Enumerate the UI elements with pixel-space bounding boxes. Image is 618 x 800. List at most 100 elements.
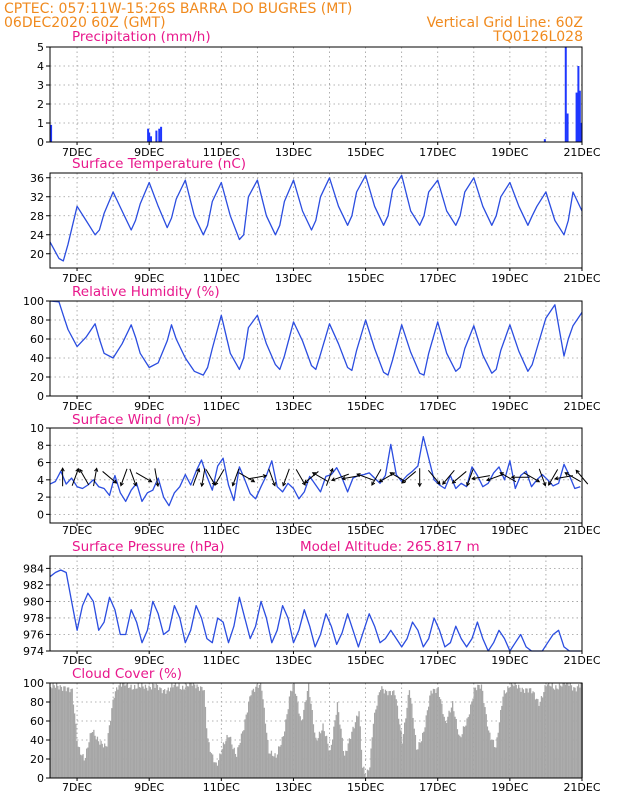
cloud-column (117, 689, 119, 778)
cloud-column (416, 749, 418, 778)
cloud-column (549, 685, 551, 778)
y-tick-label: 20 (30, 248, 44, 261)
cloud-column (248, 702, 250, 778)
cloud-column (135, 688, 137, 778)
x-tick-label: 15DEC (347, 654, 384, 667)
y-tick-label: 976 (23, 628, 44, 641)
cloud-column (51, 688, 53, 778)
cloud-column (468, 714, 471, 778)
cloud-column (209, 751, 211, 778)
x-tick-label: 17DEC (419, 272, 456, 285)
precip-bar (155, 130, 158, 142)
cloud-column (533, 692, 535, 778)
wind-arrow (312, 472, 329, 483)
x-tick-label: 13DEC (275, 654, 312, 667)
y-tick-label: 40 (30, 352, 44, 365)
header-station: CPTEC: 057:11W-15:26S BARRA DO BUGRES (M… (4, 1, 352, 17)
panel-title: Surface Wind (m/s) (72, 412, 201, 428)
cloud-column (393, 690, 395, 778)
cloud-column (576, 686, 579, 778)
cloud-column (428, 706, 430, 778)
cloud-column (131, 689, 133, 778)
wind-arrow-head (510, 475, 515, 480)
panel-3: 0 20 40 60 80 100 7DEC 9DEC 11DEC 13DEC 15DEC 17DEC… (23, 284, 601, 413)
cloud-column (128, 687, 130, 778)
series-line (49, 569, 581, 652)
y-tick-label: 0 (37, 390, 44, 403)
wind-arrow (71, 468, 79, 486)
cloud-column (273, 756, 275, 778)
cloud-column (113, 697, 115, 778)
y-tick-label: 982 (23, 579, 44, 592)
cloud-column (237, 747, 239, 778)
cloud-column (488, 730, 490, 778)
wind-arrow-head (311, 472, 317, 476)
cloud-column (430, 690, 432, 778)
y-tick-label: 3 (37, 79, 44, 92)
cloud-column (93, 729, 95, 778)
x-tick-label: 15DEC (347, 146, 384, 159)
wind-arrow (232, 468, 240, 486)
y-tick-label: 80 (30, 696, 44, 709)
wind-arrow (205, 469, 216, 486)
cloud-column (126, 683, 129, 778)
cloud-column (257, 687, 259, 778)
wind-arrow (342, 475, 361, 480)
cloud-column (524, 692, 526, 778)
cloud-column (57, 685, 59, 778)
precip-bar (148, 132, 151, 142)
wind-arrow-head (79, 468, 84, 473)
cloud-column (190, 683, 192, 778)
cloud-column (521, 687, 523, 778)
cloud-column (244, 719, 246, 778)
precip-bar (564, 47, 567, 142)
wind-arrow (555, 475, 573, 480)
cloud-column (437, 687, 439, 778)
cloud-column (162, 690, 165, 778)
cloud-column (278, 746, 280, 778)
x-tick-label: 19DEC (491, 654, 528, 667)
cloud-column (498, 722, 501, 778)
cloud-column (423, 731, 425, 778)
cloud-column (208, 742, 210, 778)
cloud-column (333, 726, 335, 778)
wind-arrow-head (554, 476, 559, 481)
cloud-column (110, 720, 112, 778)
cloud-column (116, 687, 118, 778)
cloud-column (296, 695, 298, 778)
cloud-column (448, 710, 450, 778)
wind-arrow (442, 470, 455, 485)
cloud-column (544, 685, 546, 778)
wind-arrow (93, 468, 98, 487)
x-tick-label: 15DEC (347, 400, 384, 413)
cloud-column (346, 751, 348, 778)
cloud-column (321, 730, 323, 778)
cloud-column (186, 686, 189, 778)
cloud-column (111, 708, 113, 778)
y-tick-label: 10 (30, 422, 44, 435)
cloud-column (286, 714, 288, 778)
wind-arrow-head (148, 478, 153, 483)
wind-arrow-head (262, 474, 268, 479)
cloud-column (502, 696, 504, 778)
cloud-column (180, 689, 183, 778)
wind-arrow-head (303, 479, 309, 484)
cloud-column (178, 683, 180, 778)
cloud-column (552, 688, 555, 778)
cloud-column (69, 692, 71, 778)
wind-arrow-head (371, 481, 376, 486)
wind-arrow-head (575, 469, 580, 474)
wind-arrow (154, 468, 159, 487)
cloud-column (369, 767, 371, 778)
x-tick-label: 17DEC (419, 524, 456, 537)
cloud-column (344, 755, 346, 778)
cloud-column (528, 688, 531, 778)
cloud-column (459, 735, 461, 778)
wind-arrow-head (378, 478, 383, 483)
series-line (49, 435, 581, 507)
cloud-column (92, 732, 94, 778)
cloud-column (363, 766, 365, 778)
cloud-column (519, 687, 521, 778)
cloud-column (326, 735, 328, 778)
cloud-column (515, 685, 517, 778)
